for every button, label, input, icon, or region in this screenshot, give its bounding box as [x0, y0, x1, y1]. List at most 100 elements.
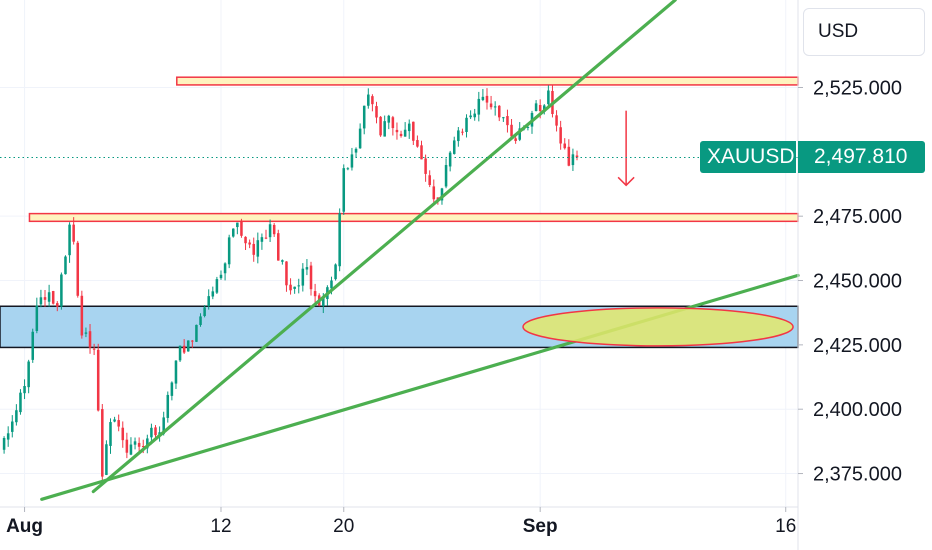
candle-down — [244, 236, 247, 244]
candle-down — [555, 115, 558, 126]
candle-up — [268, 224, 272, 238]
candle-down — [514, 138, 517, 142]
candle-up — [465, 117, 468, 133]
candle-up — [452, 140, 456, 154]
last-price-label: 2,497.810 — [814, 145, 908, 168]
annotation-overlays — [0, 0, 800, 501]
candle-up — [35, 305, 39, 331]
candle-up — [150, 427, 153, 438]
candle-up — [387, 115, 391, 123]
candle-up — [493, 106, 497, 108]
candle-down — [125, 439, 129, 453]
candle-up — [281, 260, 284, 262]
candle-up — [448, 152, 452, 167]
candle-up — [170, 382, 174, 396]
candle-up — [129, 444, 133, 455]
y-tick-label: 2,475.000 — [813, 206, 902, 228]
candle-up — [350, 154, 354, 168]
candle-down — [72, 224, 75, 242]
candle-up — [358, 128, 362, 149]
y-tick-label: 2,425.000 — [813, 335, 902, 357]
currency-label: USD — [818, 21, 859, 42]
candle-down — [395, 129, 399, 133]
x-tick-label: Sep — [523, 516, 558, 537]
candle-up — [227, 237, 231, 265]
candle-up — [60, 274, 63, 307]
candle-up — [27, 361, 30, 388]
candle-up — [367, 94, 370, 106]
candle-down — [485, 95, 489, 103]
target-ellipse — [522, 307, 794, 347]
candle-down — [371, 96, 374, 105]
candle-down — [375, 106, 378, 118]
candle-up — [47, 292, 51, 302]
candle-up — [15, 410, 18, 423]
last-price-tag: 2,497.810 — [798, 141, 925, 173]
candle-up — [383, 121, 386, 137]
candle-up — [534, 103, 538, 112]
candle-up — [219, 274, 223, 279]
currency-selector[interactable]: USD — [803, 8, 925, 56]
candle-down — [567, 146, 571, 166]
candle-up — [31, 331, 35, 360]
candle-down — [252, 243, 255, 255]
candle-up — [186, 340, 190, 352]
axes: 2,525.000 2,475.000 2,450.000 2,425.000 2,40… — [0, 0, 902, 550]
candle-up — [502, 117, 505, 119]
candle-down — [399, 133, 403, 137]
candle-down — [264, 237, 268, 239]
candle-down — [575, 155, 579, 158]
candle-up — [105, 444, 108, 475]
candle-up — [23, 386, 26, 394]
candle-up — [133, 441, 137, 445]
candle-down — [277, 233, 280, 261]
candle-down — [272, 224, 276, 235]
annotation-zones — [0, 76, 799, 349]
candle-down — [289, 284, 292, 291]
candle-down — [56, 303, 59, 307]
candle-up — [481, 96, 485, 100]
resistance-zone-1 — [176, 76, 799, 86]
candle-up — [64, 256, 67, 275]
candle-down — [88, 331, 92, 348]
y-tick-label: 2,375.000 — [813, 464, 902, 486]
candle-down — [43, 297, 47, 300]
candle-up — [207, 296, 210, 307]
candle-up — [113, 419, 116, 422]
candle-up — [346, 168, 350, 170]
candle-up — [2, 437, 6, 450]
candle-down — [51, 291, 55, 304]
candle-up — [342, 168, 346, 212]
candle-up — [354, 148, 358, 153]
candle-down — [141, 446, 145, 448]
y-tick-label: 2,400.000 — [813, 399, 902, 421]
candle-down — [559, 127, 562, 144]
grid — [0, 0, 798, 507]
candle-down — [506, 116, 509, 126]
y-tick-label: 2,525.000 — [813, 78, 902, 100]
candle-down — [412, 121, 415, 141]
candle-down — [117, 420, 120, 427]
candle-up — [199, 316, 202, 325]
candle-up — [6, 433, 10, 440]
candle-up — [162, 417, 165, 434]
candle-up — [195, 324, 198, 342]
candle-down — [461, 131, 464, 133]
candle-down — [240, 220, 243, 236]
candle-up — [469, 115, 472, 118]
x-tick-label: 12 — [210, 516, 231, 537]
candle-down — [309, 265, 313, 290]
candle-up — [166, 394, 170, 418]
candle-up — [444, 165, 448, 187]
candle-down — [432, 186, 436, 200]
candle-up — [330, 280, 333, 289]
candle-down — [563, 143, 567, 149]
candle-down — [538, 105, 542, 112]
candle-up — [174, 360, 178, 384]
candles — [2, 85, 579, 481]
x-tick-label: 20 — [333, 516, 354, 537]
candle-up — [68, 224, 71, 256]
candle-down — [416, 140, 419, 147]
candle-down — [285, 261, 288, 286]
